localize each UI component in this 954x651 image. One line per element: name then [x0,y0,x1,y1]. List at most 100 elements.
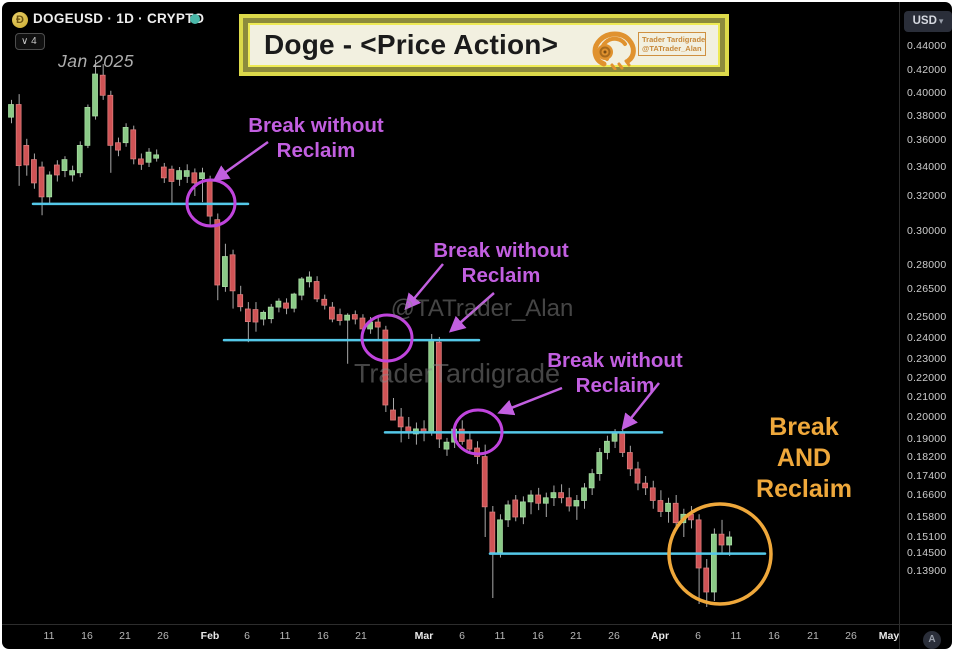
candle-body [31,159,37,184]
candle-body [642,482,648,489]
candle-body [718,533,725,546]
candle-body [252,309,259,323]
time-tick-day: 26 [845,630,857,642]
candle-body [53,164,60,176]
price-tick-label: 0.44000 [907,40,947,52]
price-tick-label: 0.15100 [907,531,947,543]
candle-body [336,314,343,321]
candle-body [38,166,45,198]
annotation-line: Break without [547,349,683,372]
candle-body [596,452,603,474]
time-tick-day: 11 [279,630,291,642]
candle-body [329,306,335,320]
price-tick-label: 0.34000 [907,161,947,173]
candle-body [260,311,266,320]
price-tick-label: 0.16600 [907,489,947,501]
time-tick-day: 21 [119,630,131,642]
price-chart-canvas[interactable] [2,2,899,624]
time-tick-day: 6 [459,630,465,642]
candle-body [527,494,534,503]
break-without-reclaim-2-arrow [448,292,495,333]
candle-body [176,170,182,180]
annotation-line: Break without [433,239,569,262]
price-tick-label: 0.14500 [907,547,947,559]
price-axis-scale[interactable]: USD ▾ 0.44000 0.42000 0.40000 0.38000 0.36000… [899,2,952,649]
time-tick-day: 11 [730,630,742,642]
candle-body [481,456,488,508]
candle-body [604,440,610,453]
price-tick-label: 0.24000 [907,332,947,344]
break-without-reclaim-3-arrow [621,382,660,431]
drawings-collapsed-badge[interactable]: ∨ 4 [15,33,45,50]
time-tick-day: 6 [244,630,250,642]
candle-body [504,504,511,521]
candle-body [535,494,542,504]
candle-body [183,170,190,177]
candle-body [15,104,22,167]
banner-credit-name: Trader Tardigrade [642,35,706,44]
annotation-line: Break [769,413,839,441]
candle-body [61,159,68,171]
candle-body [298,278,305,296]
time-tick-day: 16 [532,630,544,642]
candle-body [283,302,289,309]
time-tick-day: 16 [317,630,329,642]
time-tick-day: 26 [608,630,620,642]
break-without-reclaim-3-circle [452,408,504,456]
candle-body [520,501,526,518]
price-tick-label: 0.18200 [907,451,947,463]
candle-body [92,73,98,117]
candle-body [115,142,121,151]
candle-body [390,409,396,421]
candle-body [244,308,251,322]
time-tick-month: May [878,630,900,642]
break-without-reclaim-1-circle [185,178,237,228]
time-tick-day: 11 [494,630,506,642]
annotation-line: Break without [248,114,384,137]
time-tick-day: 21 [355,630,367,642]
price-tick-label: 0.23000 [907,353,947,365]
price-tick-label: 0.30000 [907,225,947,237]
time-tick-day: 6 [695,630,701,642]
time-axis-scale[interactable]: 11 16 21 26 Feb 6 11 16 21 Mar 6 11 16 21 26 Apr 6 11 16 21… [2,624,900,649]
candle-body [69,170,75,176]
candle-body [138,158,144,165]
candle-body [374,321,381,328]
candle-body [229,254,236,292]
break-without-reclaim-1-arrow [212,140,269,182]
watermark-brand: TraderTardigrade [353,358,561,389]
market-status-dot[interactable] [190,14,200,24]
title-banner: Doge - <Price Action> Trader Tardigrade … [239,14,729,76]
price-tick-label: 0.17400 [907,470,947,482]
candle-body [634,468,641,484]
candle-body [145,151,152,163]
candle-body [581,487,587,501]
auto-scale-button[interactable]: A [923,631,941,649]
annotation-line: Reclaim [276,139,356,162]
candle-body [588,473,595,489]
price-tick-label: 0.15800 [907,511,947,523]
candle-body [695,519,702,569]
watermark-handle: @TATrader_Alan [390,295,574,322]
candle-body [435,341,442,440]
candle-body [512,499,519,518]
symbol-title[interactable]: DOGEUSD · 1D · CRYPTO [33,11,205,26]
candle-body [153,154,160,159]
candle-body [351,314,358,320]
candle-body [466,439,473,450]
candle-body [542,497,549,504]
break-without-reclaim-2-circle [360,313,414,363]
candle-body [168,168,175,182]
candle-body [206,179,213,217]
break-and-reclaim-circle [667,502,773,606]
currency-selector-button[interactable]: USD ▾ [904,11,952,32]
candle-body [122,127,129,144]
candle-body [306,276,312,283]
candle-body [626,452,633,470]
break-without-reclaim-3-label: Break without Reclaim [543,348,687,398]
candle-body [46,174,53,198]
time-tick-day: 26 [157,630,169,642]
candle-body [458,428,465,442]
